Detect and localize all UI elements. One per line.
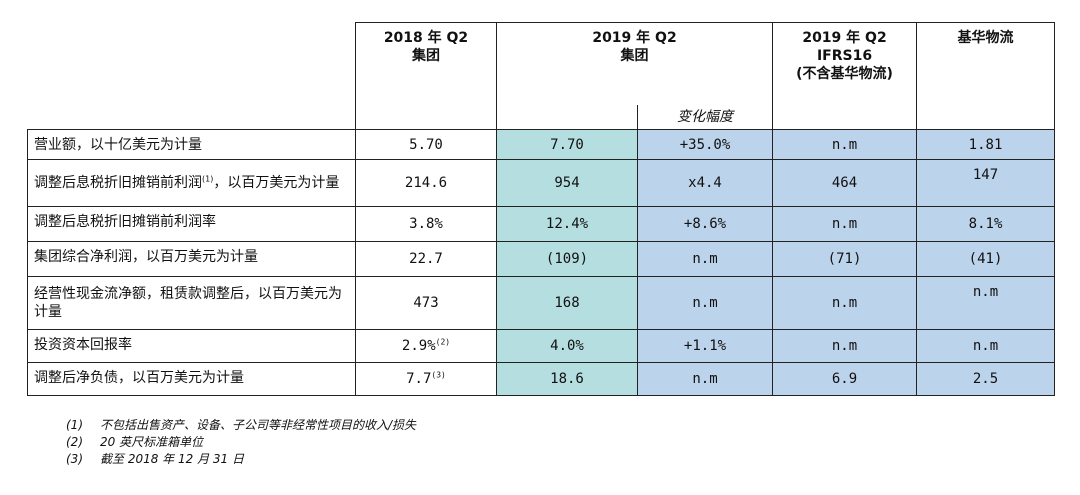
table-row: 经营性现金流净额，租赁款调整后，以百万美元为计量 473 168 n.m n.m… xyxy=(27,276,1056,330)
cell-2018: 214.6 xyxy=(355,159,497,207)
cell-change: n.m xyxy=(636,241,774,277)
cell-ifrs16: n.m xyxy=(772,206,918,242)
row-label: 营业额，以十亿美元为计量 xyxy=(27,129,356,160)
footnote-ref: (2) xyxy=(435,337,451,347)
cell-ifrs16: n.m xyxy=(772,129,918,160)
cell-2018: 5.70 xyxy=(355,129,497,160)
header-row: 2018 年 Q2 集团 2019 年 Q2 集团 2019 年 Q2 IFRS… xyxy=(27,22,1056,130)
cell-2019: 954 xyxy=(496,159,638,207)
cell-ifrs16: 464 xyxy=(772,159,918,207)
table-row: 集团综合净利润，以百万美元为计量 22.7 (109) n.m (71) (41… xyxy=(27,241,1056,277)
header-ifrs-line2: IFRS16 xyxy=(816,48,873,64)
subheader-change: 变化幅度 xyxy=(636,104,774,130)
cell-2019: 168 xyxy=(496,276,638,330)
cell-2018-value: 7.7 xyxy=(406,371,432,387)
row-label-text: 调整后息税折旧摊销前利润 xyxy=(34,175,202,191)
header-2018-line1: 2018 年 Q2 xyxy=(383,30,469,46)
cell-change: +35.0% xyxy=(636,129,774,160)
cell-ceva: 8.1% xyxy=(916,206,1056,242)
footnote: (2) 20 英尺标准箱单位 xyxy=(66,434,416,451)
cell-2018: 22.7 xyxy=(355,241,497,277)
cell-ceva: 147 xyxy=(916,159,1056,207)
header-2018-q2-group: 2018 年 Q2 集团 xyxy=(355,22,497,130)
header-2018-line2: 集团 xyxy=(412,48,440,64)
cell-2019: 18.6 xyxy=(496,362,638,396)
cell-change: n.m xyxy=(636,276,774,330)
row-label: 调整后净负债，以百万美元为计量 xyxy=(27,362,356,396)
cell-2019: 12.4% xyxy=(496,206,638,242)
header-ifrs-line3: (不含基华物流) xyxy=(796,66,893,82)
cell-2019: 7.70 xyxy=(496,129,638,160)
header-corner xyxy=(27,22,356,130)
footnotes: (1) 不包括出售资产、设备、子公司等非经常性项目的收入/损失 (2) 20 英… xyxy=(66,417,416,468)
cell-change: +8.6% xyxy=(636,206,774,242)
cell-2019: (109) xyxy=(496,241,638,277)
header-2019-line2: 集团 xyxy=(620,48,649,64)
cell-ifrs16: n.m xyxy=(772,276,918,330)
cell-ceva: n.m xyxy=(916,329,1056,363)
header-ceva-logistics: 基华物流 xyxy=(916,22,1056,130)
table-row: 调整后净负债，以百万美元为计量 7.7(3) 18.6 n.m 6.9 2.5 xyxy=(27,362,1056,396)
row-label: 经营性现金流净额，租赁款调整后，以百万美元为计量 xyxy=(27,276,356,330)
header-2019-line1: 2019 年 Q2 xyxy=(592,30,677,46)
subheader-row: 变化幅度 xyxy=(28,104,1055,130)
cell-2018: 2.9%(2) xyxy=(355,329,497,363)
header-2019-q2-group: 2019 年 Q2 集团 xyxy=(495,22,774,105)
footnote-index: (1) xyxy=(66,418,83,432)
cell-2018: 473 xyxy=(355,276,497,330)
cell-ceva: 2.5 xyxy=(916,362,1056,396)
footnote-index: (3) xyxy=(66,452,83,466)
cell-ceva: 1.81 xyxy=(916,129,1056,160)
footnote: (1) 不包括出售资产、设备、子公司等非经常性项目的收入/损失 xyxy=(66,417,416,434)
header-ceva-line1: 基华物流 xyxy=(957,30,1014,46)
row-label-tail: ，以百万美元为计量 xyxy=(213,175,340,191)
row-label: 投资资本回报率 xyxy=(27,329,356,363)
table-row: 调整后息税折旧摊销前利润(1)，以百万美元为计量 214.6 954 x4.4 … xyxy=(27,159,1056,207)
cell-2018: 7.7(3) xyxy=(355,362,497,396)
financial-summary-table: 2018 年 Q2 集团 2019 年 Q2 集团 2019 年 Q2 IFRS… xyxy=(27,22,1056,396)
table-row: 调整后息税折旧摊销前利润率 3.8% 12.4% +8.6% n.m 8.1% xyxy=(27,206,1056,242)
footnote-ref: (1) xyxy=(202,174,214,184)
table-row: 投资资本回报率 2.9%(2) 4.0% +1.1% n.m n.m xyxy=(27,329,1056,363)
row-label: 集团综合净利润，以百万美元为计量 xyxy=(27,241,356,277)
cell-change: +1.1% xyxy=(636,329,774,363)
footnote-ref: (3) xyxy=(431,370,446,380)
row-label: 调整后息税折旧摊销前利润率 xyxy=(27,206,356,242)
header-2019-q2-ifrs16: 2019 年 Q2 IFRS16 (不含基华物流) xyxy=(772,22,918,130)
cell-ceva: (41) xyxy=(916,241,1056,277)
row-label: 调整后息税折旧摊销前利润(1)，以百万美元为计量 xyxy=(27,159,356,207)
footnote-text: 截至 2018 年 12 月 31 日 xyxy=(100,452,244,466)
header-ifrs-line1: 2019 年 Q2 xyxy=(802,30,887,46)
table-row: 营业额，以十亿美元为计量 5.70 7.70 +35.0% n.m 1.81 xyxy=(27,129,1056,160)
subheader-blank xyxy=(496,104,638,130)
cell-change: n.m xyxy=(636,362,774,396)
footnote-index: (2) xyxy=(66,435,83,449)
cell-2019: 4.0% xyxy=(496,329,638,363)
footnote-text: 20 英尺标准箱单位 xyxy=(100,435,204,449)
footnote: (3) 截至 2018 年 12 月 31 日 xyxy=(66,451,416,468)
cell-ceva: n.m xyxy=(916,276,1056,330)
cell-ifrs16: 6.9 xyxy=(772,362,918,396)
cell-2018: 3.8% xyxy=(355,206,497,242)
cell-ifrs16: (71) xyxy=(772,241,918,277)
cell-2018-value: 2.9% xyxy=(401,338,436,354)
cell-change: x4.4 xyxy=(636,159,774,207)
cell-ifrs16: n.m xyxy=(772,329,918,363)
footnote-text: 不包括出售资产、设备、子公司等非经常性项目的收入/损失 xyxy=(100,418,417,432)
